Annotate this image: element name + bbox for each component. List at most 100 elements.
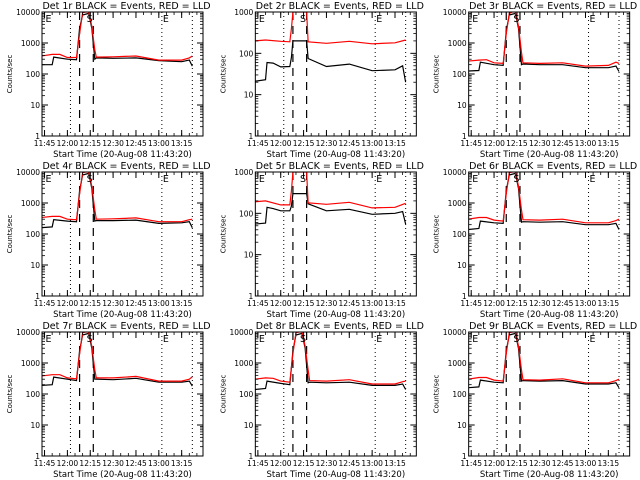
y-tick-label: 10000 bbox=[443, 168, 467, 177]
x-tick-label: 13:00 bbox=[361, 459, 383, 468]
y-axis-label: Counts/sec bbox=[219, 375, 227, 414]
x-tick-label: 12:00 bbox=[57, 139, 79, 148]
panel-title: Det 5r BLACK = Events, RED = LLD bbox=[256, 161, 424, 172]
y-tick-label: 1000 bbox=[234, 8, 253, 17]
x-tick-label: 12:15 bbox=[293, 139, 315, 148]
marker-e: E bbox=[472, 14, 478, 25]
y-tick-label: 100 bbox=[452, 70, 467, 79]
x-tick-label: 12:00 bbox=[57, 459, 79, 468]
x-tick-label: 12:15 bbox=[79, 139, 101, 148]
marker-e: E bbox=[590, 14, 596, 25]
y-tick-label: 10 bbox=[457, 421, 467, 430]
y-tick-label: 10000 bbox=[443, 328, 467, 337]
x-tick-label: 12:15 bbox=[506, 139, 528, 148]
y-tick-label: 100 bbox=[239, 209, 254, 218]
x-tick-label: 13:00 bbox=[575, 299, 597, 308]
x-tick-label: 13:00 bbox=[361, 299, 383, 308]
x-tick-label: 12:30 bbox=[529, 299, 551, 308]
y-tick-label: 10 bbox=[457, 101, 467, 110]
series-events-line bbox=[42, 172, 193, 229]
marker-e: E bbox=[376, 334, 382, 345]
panel-det-4: Det 4r BLACK = Events, RED = LLD Counts/s… bbox=[6, 161, 211, 320]
series-lld-line bbox=[42, 12, 193, 61]
series-lld-line bbox=[468, 12, 620, 67]
x-tick-label: 13:15 bbox=[171, 459, 193, 468]
y-axis-label: Counts/sec bbox=[219, 55, 227, 94]
y-tick-label: 100 bbox=[239, 49, 254, 58]
x-tick-label: 12:30 bbox=[529, 459, 551, 468]
marker-e: E bbox=[46, 174, 52, 185]
plot-frame bbox=[254, 331, 417, 457]
y-tick-label: 10000 bbox=[16, 328, 40, 337]
y-tick-label: 100 bbox=[26, 70, 41, 79]
series-lld-line bbox=[255, 12, 406, 45]
y-tick-label: 10 bbox=[244, 421, 254, 430]
x-axis-label: Start Time (20-Aug-08 11:43:20) bbox=[53, 310, 192, 320]
x-tick-label: 12:45 bbox=[338, 139, 360, 148]
y-tick-label: 100 bbox=[452, 230, 467, 239]
y-axis-label: Counts/sec bbox=[433, 215, 441, 254]
plot-frame bbox=[254, 171, 417, 297]
y-tick-label: 1000 bbox=[448, 359, 467, 368]
y-tick-label: 100 bbox=[26, 230, 41, 239]
y-tick-label: 1 bbox=[35, 132, 40, 141]
series-lld-line bbox=[42, 172, 193, 223]
y-tick-label: 1 bbox=[462, 292, 467, 301]
marker-s: S bbox=[513, 14, 519, 25]
x-tick-label: 12:00 bbox=[57, 299, 79, 308]
x-axis-label: Start Time (20-Aug-08 11:43:20) bbox=[53, 470, 192, 480]
x-tick-label: 12:15 bbox=[79, 299, 101, 308]
x-tick-label: 12:30 bbox=[102, 299, 124, 308]
y-tick-label: 10 bbox=[30, 101, 40, 110]
x-tick-label: 12:15 bbox=[506, 459, 528, 468]
y-tick-label: 1000 bbox=[21, 359, 40, 368]
x-tick-label: 12:45 bbox=[338, 299, 360, 308]
x-tick-label: 11:45 bbox=[460, 459, 482, 468]
y-tick-label: 10000 bbox=[229, 328, 253, 337]
x-axis-label: Start Time (20-Aug-08 11:43:20) bbox=[53, 150, 192, 160]
plot-frame bbox=[468, 171, 631, 297]
panel-det-2: Det 2r BLACK = Events, RED = LLD Counts/s… bbox=[219, 1, 424, 160]
y-tick-label: 10 bbox=[457, 261, 467, 270]
x-tick-label: 12:30 bbox=[529, 139, 551, 148]
y-tick-label: 1 bbox=[462, 132, 467, 141]
marker-e: E bbox=[163, 14, 169, 25]
panel-title: Det 4r BLACK = Events, RED = LLD bbox=[42, 161, 210, 172]
marker-s: S bbox=[87, 14, 93, 25]
plot-frame bbox=[41, 331, 204, 457]
x-tick-label: 12:15 bbox=[79, 459, 101, 468]
x-tick-label: 12:45 bbox=[125, 299, 147, 308]
x-tick-label: 12:45 bbox=[338, 459, 360, 468]
x-axis-label: Start Time (20-Aug-08 11:43:20) bbox=[480, 150, 619, 160]
y-tick-label: 10 bbox=[30, 421, 40, 430]
marker-e: E bbox=[259, 174, 265, 185]
x-tick-label: 13:15 bbox=[171, 299, 193, 308]
x-tick-label: 13:15 bbox=[384, 139, 406, 148]
x-tick-label: 13:15 bbox=[171, 139, 193, 148]
x-tick-label: 11:45 bbox=[34, 459, 56, 468]
panel-title: Det 6r BLACK = Events, RED = LLD bbox=[469, 161, 637, 172]
y-tick-label: 100 bbox=[452, 390, 467, 399]
panel-title: Det 7r BLACK = Events, RED = LLD bbox=[42, 321, 210, 332]
x-tick-label: 11:45 bbox=[34, 299, 56, 308]
panel-title: Det 3r BLACK = Events, RED = LLD bbox=[469, 1, 637, 12]
marker-e: E bbox=[46, 14, 52, 25]
x-tick-label: 12:00 bbox=[270, 299, 292, 308]
marker-s: S bbox=[513, 334, 519, 345]
panel-det-1: Det 1r BLACK = Events, RED = LLD Counts/s… bbox=[6, 1, 211, 160]
y-tick-label: 10000 bbox=[443, 8, 467, 17]
marker-e: E bbox=[163, 334, 169, 345]
x-tick-label: 13:00 bbox=[148, 459, 170, 468]
x-tick-label: 12:45 bbox=[125, 139, 147, 148]
y-axis-label: Counts/sec bbox=[433, 55, 441, 94]
x-tick-label: 12:45 bbox=[552, 459, 574, 468]
marker-e: E bbox=[590, 334, 596, 345]
series-lld-line bbox=[255, 332, 406, 385]
plot-frame bbox=[41, 11, 204, 137]
x-tick-label: 13:15 bbox=[598, 139, 620, 148]
series-events-line bbox=[468, 172, 620, 231]
y-axis-label: Counts/sec bbox=[6, 55, 14, 94]
panel-title: Det 1r BLACK = Events, RED = LLD bbox=[42, 1, 210, 12]
series-lld-line bbox=[255, 172, 406, 209]
x-tick-label: 12:00 bbox=[270, 459, 292, 468]
